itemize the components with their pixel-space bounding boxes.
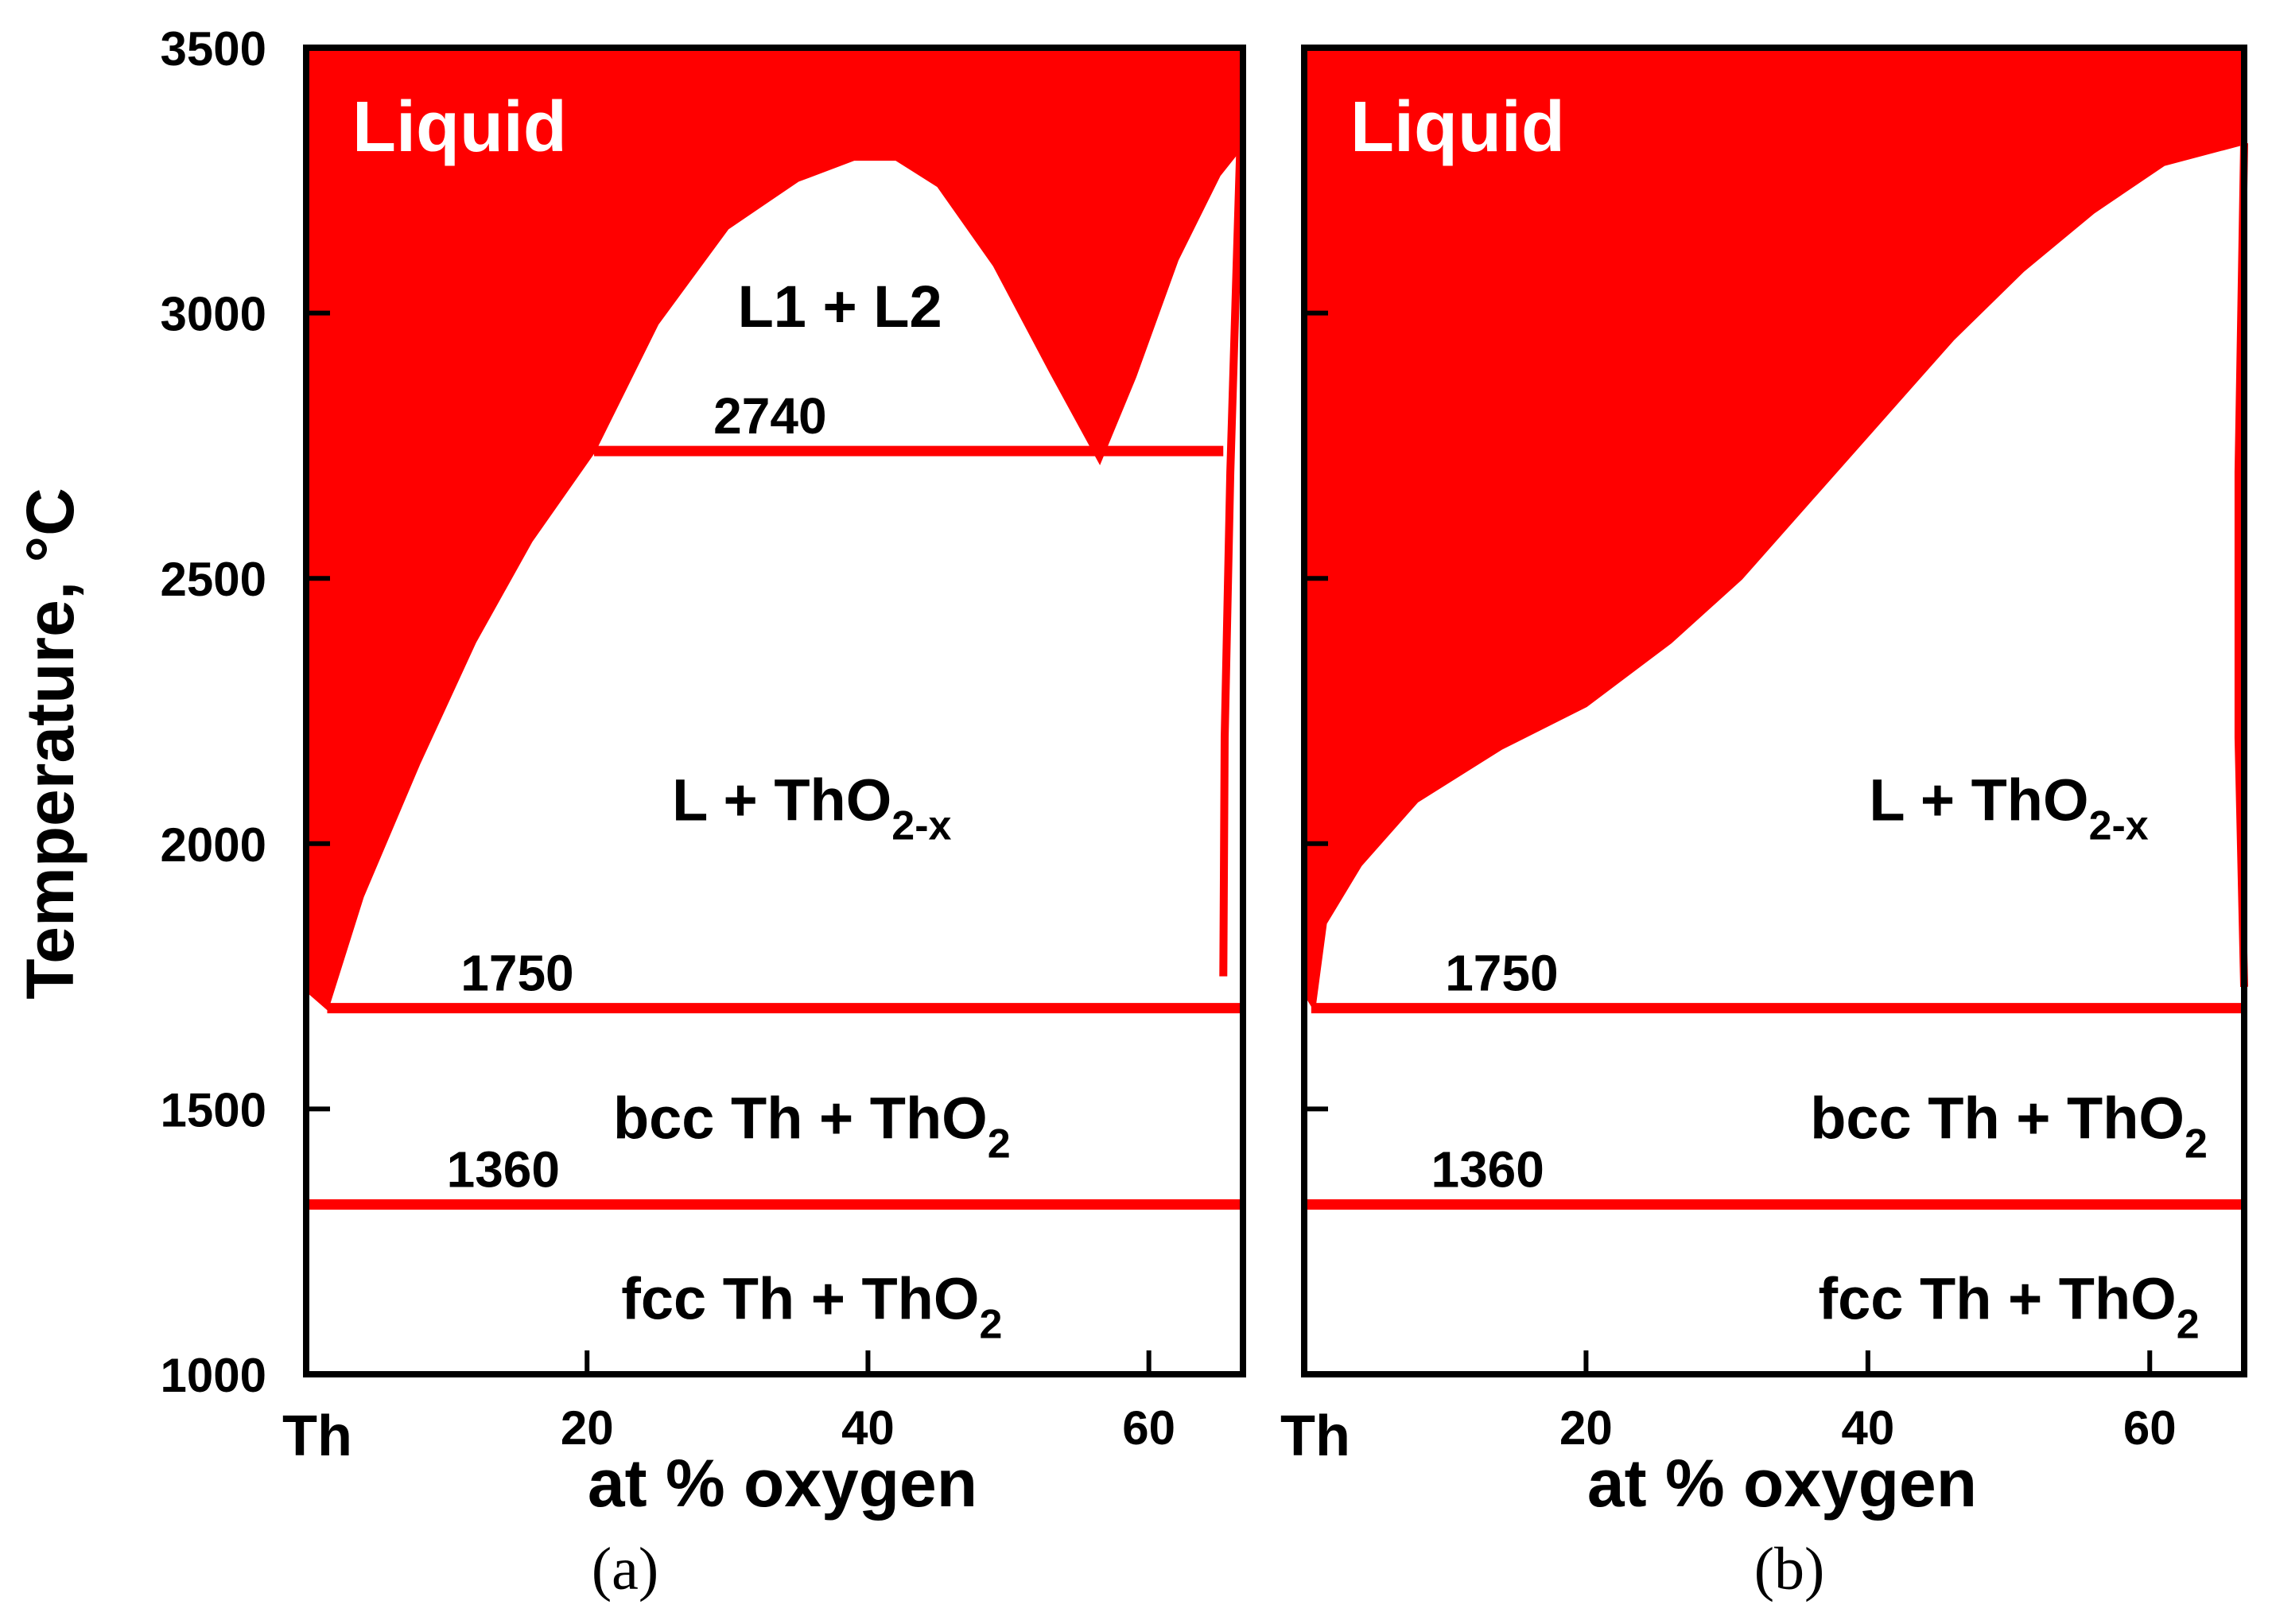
y-tick-label: 1500 [161, 1083, 266, 1136]
isotherm-label-1360: 1360 [1431, 1140, 1544, 1198]
liquid-label: Liquid [1350, 87, 1565, 167]
region-label: fcc Th + ThO2 [1818, 1266, 2199, 1348]
isotherm-label-1750: 1750 [460, 945, 573, 1002]
liquid-region [307, 46, 1242, 1012]
region-label: L + ThO2-x [672, 767, 951, 849]
panel-b: 1750 1360 20 40 60 Th at % oxygen Liquid L + ThO… [1280, 45, 2248, 1603]
region-label: bcc Th + ThO2 [613, 1086, 1011, 1167]
y-tick-label: 3000 [161, 288, 266, 341]
panel-label: (b) [1754, 1536, 1825, 1603]
x-tick-label: 20 [1559, 1401, 1613, 1455]
plot-frame [303, 45, 1246, 1377]
isotherm-label-1750: 1750 [1445, 945, 1558, 1002]
region-label: fcc Th + ThO2 [621, 1266, 1002, 1348]
panel-label: (a) [592, 1536, 658, 1603]
x-tick-label: 60 [2123, 1401, 2177, 1455]
x-tick-label: 20 [561, 1401, 614, 1455]
region-label: L1 + L2 [738, 274, 942, 340]
region-label: L + ThO2-x [1869, 767, 2148, 849]
y-tick-label: 1000 [161, 1349, 266, 1402]
y-axis-title: Temperature, °C [13, 488, 87, 1000]
y-tick-label: 3500 [161, 22, 266, 76]
isotherm-label-1360: 1360 [447, 1140, 560, 1198]
panel-a: 2740 1750 1360 1000 1500 2000 2500 3000 3500 20 40… [161, 22, 1246, 1603]
y-tick-label: 2500 [161, 553, 266, 606]
liquid-label: Liquid [352, 87, 567, 167]
liquid-region [1303, 46, 2246, 1013]
x-tick-label: 60 [1122, 1401, 1175, 1455]
region-label: bcc Th + ThO2 [1810, 1086, 2208, 1167]
plot-frame [1301, 45, 2247, 1377]
x-origin-label: Th [1280, 1404, 1350, 1468]
x-origin-label: Th [282, 1404, 352, 1468]
solidus-line [1219, 148, 1245, 977]
x-axis-title: at % oxygen [588, 1446, 977, 1521]
x-tick-label: 40 [1841, 1401, 1894, 1455]
x-axis-title: at % oxygen [1587, 1446, 1977, 1521]
isotherm-label-2740: 2740 [713, 387, 826, 445]
y-tick-label: 2000 [161, 818, 266, 872]
x-tick-label: 40 [841, 1401, 895, 1455]
